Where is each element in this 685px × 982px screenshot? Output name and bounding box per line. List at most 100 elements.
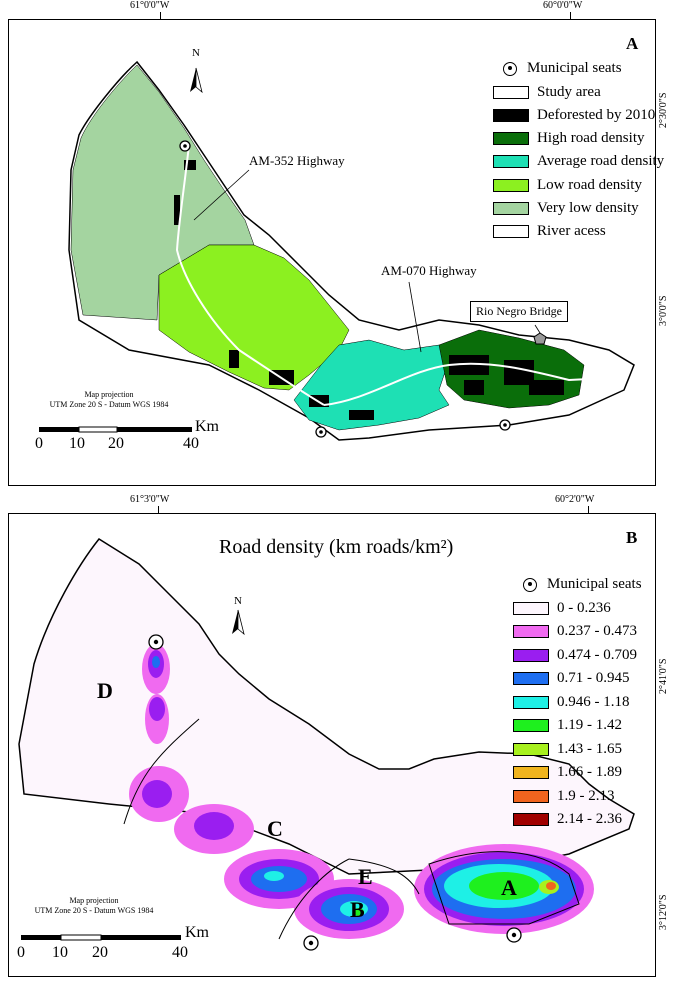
projection-line: UTM Zone 20 S - Datum WGS 1984 xyxy=(34,906,154,915)
coord-a-right-lower: 3°0'0"S xyxy=(658,295,669,326)
region-boundaries xyxy=(123,718,580,940)
legend-label: 0 - 0.236 xyxy=(557,600,611,616)
legend-label: 0.474 - 0.709 xyxy=(557,647,637,663)
density-blobs xyxy=(129,644,594,939)
legend-a-row: High road density xyxy=(493,130,644,147)
legend-swatch xyxy=(513,743,549,756)
legend-swatch xyxy=(493,86,529,99)
legend-a-row: Deforested by 2010 xyxy=(493,107,655,124)
legend-a-row: Municipal seats xyxy=(493,60,622,77)
legend-a-row: Average road density xyxy=(493,153,664,170)
projection-note-a: Map projection UTM Zone 20 S - Datum WGS… xyxy=(29,390,189,410)
seat-marker xyxy=(499,419,511,431)
legend-swatch xyxy=(493,179,529,192)
legend-a-row: River acess xyxy=(493,223,606,240)
coord-b-top-left: 61°3'0"W xyxy=(130,494,170,505)
am-070-road xyxy=(323,362,610,406)
projection-note-b: Map projection UTM Zone 20 S - Datum WGS… xyxy=(14,896,174,916)
region-label-c: C xyxy=(267,816,283,841)
legend-label: Municipal seats xyxy=(547,576,642,592)
am-352-label: AM-352 Highway xyxy=(249,153,345,168)
legend-b: Municipal seats 0 - 0.236 0.237 - 0.473 … xyxy=(513,576,653,836)
legend-b-row: 1.19 - 1.42 xyxy=(513,717,622,734)
legend-label: High road density xyxy=(537,130,645,146)
legend-b-row: 2.14 - 2.36 xyxy=(513,811,622,828)
legend-label: Low road density xyxy=(537,177,642,193)
legend-label: 1.9 - 2.13 xyxy=(557,788,615,804)
coord-a-top-right: 60°0'0"W xyxy=(543,0,583,11)
am-352-leader xyxy=(193,169,250,221)
legend-label: 2.14 - 2.36 xyxy=(557,811,622,827)
panel-letter-a: A xyxy=(626,34,639,53)
north-label: N xyxy=(192,47,200,59)
scale-tick-b-40: 40 xyxy=(172,944,188,961)
legend-b-row: 0.946 - 1.18 xyxy=(513,694,630,711)
tick xyxy=(158,506,159,514)
projection-line: Map projection xyxy=(84,390,134,399)
legend-b-row: 0.474 - 0.709 xyxy=(513,647,637,664)
am-352-road xyxy=(175,144,325,406)
legend-b-row: 0 - 0.236 xyxy=(513,600,611,617)
average-road-density-zone xyxy=(293,339,450,431)
legend-swatch xyxy=(513,719,549,732)
legend-label: 0.71 - 0.945 xyxy=(557,670,630,686)
legend-label: Very low density xyxy=(537,200,639,216)
north-arrow-icon xyxy=(190,67,203,94)
legend-swatch xyxy=(493,155,529,168)
seat-marker xyxy=(303,935,319,951)
legend-label: Deforested by 2010 xyxy=(537,107,656,123)
legend-label: 1.66 - 1.89 xyxy=(557,764,622,780)
north-arrow-icon xyxy=(232,609,245,636)
legend-a-row: Very low density xyxy=(493,200,639,217)
legend-b-row: Municipal seats xyxy=(513,576,642,593)
scale-bar-b xyxy=(21,934,181,941)
seat-symbol-icon xyxy=(523,577,537,592)
legend-label: Study area xyxy=(537,84,601,100)
legend-b-row: 1.66 - 1.89 xyxy=(513,764,622,781)
legend-label: 0.946 - 1.18 xyxy=(557,694,630,710)
legend-label: River acess xyxy=(537,223,606,239)
panel-letter-b: B xyxy=(626,528,638,547)
region-label-d: D xyxy=(97,678,113,703)
bridge-leader xyxy=(534,324,541,334)
legend-a: Municipal seats Study area Deforested by… xyxy=(493,60,664,255)
rio-negro-bridge-label: Rio Negro Bridge xyxy=(470,301,568,322)
seat-symbol-icon xyxy=(503,61,517,76)
coord-a-top-left: 61°0'0"W xyxy=(130,0,170,11)
legend-a-row: Low road density xyxy=(493,177,642,194)
tick xyxy=(160,12,161,20)
map-panel-a: A N Municipal seats Study area Deforeste… xyxy=(8,19,664,486)
legend-label: Average road density xyxy=(537,153,665,169)
tick xyxy=(570,12,571,20)
legend-label: 1.43 - 1.65 xyxy=(557,741,622,757)
legend-a-row: Study area xyxy=(493,84,601,101)
legend-swatch xyxy=(513,696,549,709)
map-panel-b: B Road density (km roads/km²) N Municipa… xyxy=(8,513,656,977)
legend-swatch xyxy=(493,202,529,215)
coord-b-right-upper: 2°41'0"S xyxy=(658,658,669,694)
scale-tick-b-20: 20 xyxy=(92,944,108,961)
am-070-leader xyxy=(408,281,422,353)
legend-b-row: 1.9 - 2.13 xyxy=(513,788,615,805)
north-label: N xyxy=(234,595,242,607)
coord-b-top-right: 60°2'0"W xyxy=(555,494,595,505)
legend-swatch xyxy=(513,602,549,615)
projection-line: Map projection xyxy=(69,896,119,905)
map-b-title: Road density (km roads/km²) xyxy=(219,536,454,558)
bridge-pentagon-icon xyxy=(533,332,547,345)
legend-swatch xyxy=(513,649,549,662)
region-label-b: B xyxy=(350,897,365,922)
legend-b-row: 1.43 - 1.65 xyxy=(513,741,622,758)
legend-label: 1.19 - 1.42 xyxy=(557,717,622,733)
scale-tick-a-40: 40 xyxy=(183,435,199,452)
legend-swatch xyxy=(493,132,529,145)
legend-swatch xyxy=(513,790,549,803)
map-a-graphic xyxy=(39,60,635,441)
scale-tick-b-0: 0 xyxy=(17,944,25,961)
legend-swatch xyxy=(493,109,529,122)
scale-unit-a: Km xyxy=(195,418,219,435)
seat-marker xyxy=(179,140,191,152)
projection-line: UTM Zone 20 S - Datum WGS 1984 xyxy=(49,400,169,409)
scale-tick-a-0: 0 xyxy=(35,435,43,452)
region-label-e: E xyxy=(358,864,373,889)
